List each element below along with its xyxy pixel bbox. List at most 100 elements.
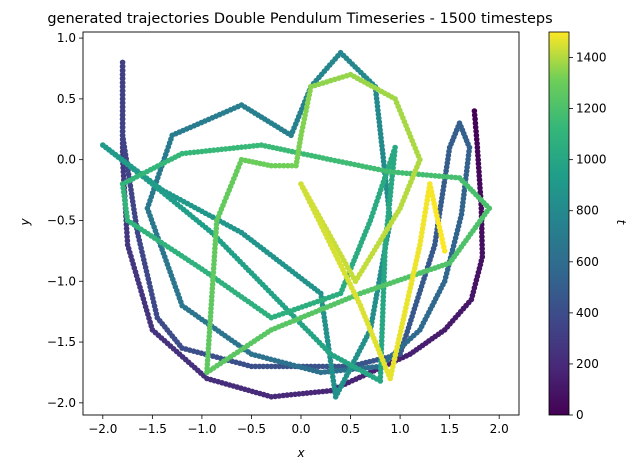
scatter-point (379, 314, 386, 320)
scatter-point (119, 59, 126, 66)
scatter-point (212, 237, 219, 244)
scatter-point (119, 75, 126, 82)
scatter-point (379, 318, 386, 324)
scatter-point (205, 341, 212, 348)
scatter-point (477, 181, 483, 187)
scatter-point (377, 370, 384, 376)
scatter-point (213, 221, 220, 228)
scatter-point (119, 124, 126, 130)
scatter-point (119, 116, 126, 122)
x-tick-label: 1.0 (391, 422, 410, 436)
scatter-point (205, 345, 212, 352)
scatter-point (472, 120, 479, 126)
colorbar-tick-label: 800 (576, 204, 599, 218)
scatter-point (474, 140, 480, 147)
scatter-point (209, 289, 215, 296)
scatter-point (387, 169, 394, 175)
scatter-point (119, 96, 126, 102)
scatter-point (391, 169, 398, 175)
x-tick-label: 0.5 (341, 422, 360, 436)
y-tick-label: −2.0 (47, 396, 76, 410)
scatter-point (212, 245, 218, 252)
scatter-point (378, 338, 385, 344)
scatter-point (476, 173, 483, 179)
scatter-point (285, 162, 291, 169)
scatter-point (403, 170, 410, 177)
scatter-point (264, 363, 271, 370)
scatter-point (289, 162, 295, 169)
y-tick-label: −1.0 (47, 274, 76, 288)
scatter-point (479, 250, 486, 256)
scatter-point (209, 293, 215, 300)
scatter-point (381, 266, 388, 272)
scatter-point (448, 174, 455, 180)
scatter-point (124, 242, 131, 248)
scatter-point (122, 197, 128, 203)
y-tick-label: 1.0 (57, 31, 76, 45)
scatter-point (378, 342, 385, 348)
scatter-point (419, 225, 426, 232)
scatter-point (387, 197, 393, 203)
scatter-point (382, 250, 388, 256)
scatter-point (209, 281, 216, 288)
scatter-point (211, 253, 218, 260)
scatter-point (272, 363, 279, 370)
scatter-point (211, 249, 218, 256)
scatter-point (210, 277, 216, 284)
x-tick-label: −2.0 (88, 422, 117, 436)
scatter-point (377, 378, 384, 384)
scatter-point (119, 108, 126, 114)
scatter-point (205, 349, 211, 356)
scatter-point (395, 169, 402, 176)
colorbar-tick-label: 400 (576, 306, 599, 320)
scatter-point (440, 173, 447, 180)
scatter-point (475, 160, 482, 167)
scatter-point (379, 322, 386, 328)
scatter-point (471, 108, 478, 114)
scatter-point (206, 325, 213, 332)
y-tick-label: −0.5 (47, 213, 76, 227)
scatter-point (252, 363, 259, 370)
scatter-point (119, 104, 126, 110)
scatter-point (386, 205, 392, 212)
scatter-point (119, 88, 126, 94)
scatter-point (472, 124, 479, 130)
scatter-point (119, 79, 126, 86)
scatter-point (206, 337, 212, 344)
scatter-point (444, 174, 451, 180)
scatter-point (390, 165, 396, 171)
scatter-point (268, 363, 275, 370)
scatter-point (415, 171, 422, 178)
scatter-point (119, 100, 126, 106)
scatter-point (208, 305, 214, 312)
colorbar-ticks: 0 200 400 600 800 1000 1200 1400 (569, 51, 607, 422)
scatter-point (436, 173, 442, 179)
scatter-point (206, 333, 212, 340)
scatter-point (428, 172, 434, 179)
scatter-point (316, 363, 322, 370)
scatter-point (213, 229, 219, 236)
scatter-point (206, 329, 213, 336)
scatter-point (248, 363, 255, 370)
scatter-point (124, 237, 131, 244)
scatter-point (119, 63, 126, 70)
scatter-point (320, 363, 326, 370)
scatter-point (473, 132, 480, 139)
scatter-point (209, 285, 216, 292)
scatter-point (204, 361, 211, 368)
scatter-point (473, 128, 479, 135)
scatter-point (120, 189, 127, 195)
y-tick-label: 0.5 (57, 92, 76, 106)
scatter-point (207, 321, 213, 328)
scatter-point (380, 306, 386, 312)
scatter-point (208, 309, 214, 316)
x-tick-label: 1.5 (440, 422, 459, 436)
scatter-point (380, 298, 387, 304)
x-tick-label: −1.0 (187, 422, 216, 436)
scatter-point (475, 152, 481, 159)
scatter-point (260, 363, 267, 370)
scatter-point (377, 374, 384, 380)
colorbar-tick-label: 0 (576, 408, 584, 422)
x-tick-label: 0.0 (291, 422, 310, 436)
scatter-point (119, 83, 126, 90)
